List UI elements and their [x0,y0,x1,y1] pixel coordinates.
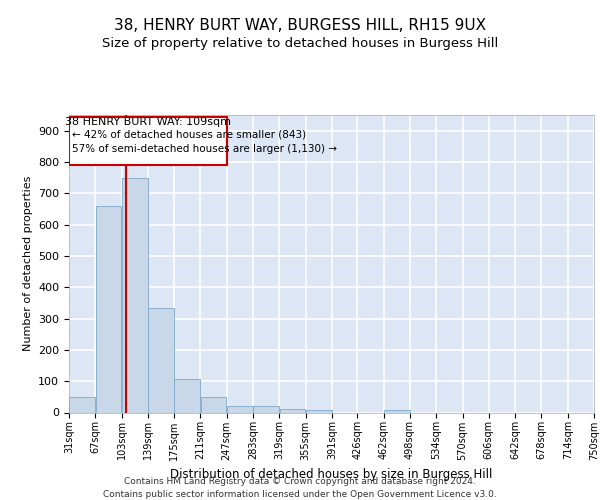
Bar [148,308,174,412]
Bar [306,410,332,412]
Text: Contains public sector information licensed under the Open Government Licence v3: Contains public sector information licen… [103,490,497,499]
Y-axis label: Number of detached properties: Number of detached properties [23,176,32,352]
Bar [253,406,279,412]
FancyBboxPatch shape [69,116,227,165]
Bar [384,410,410,412]
Text: 57% of semi-detached houses are larger (1,130) →: 57% of semi-detached houses are larger (… [72,144,337,154]
Bar [95,206,121,412]
Bar [122,178,148,412]
Text: ← 42% of detached houses are smaller (843): ← 42% of detached houses are smaller (84… [72,130,306,140]
Text: Contains HM Land Registry data © Crown copyright and database right 2024.: Contains HM Land Registry data © Crown c… [124,478,476,486]
Text: Size of property relative to detached houses in Burgess Hill: Size of property relative to detached ho… [102,38,498,51]
Bar [227,406,253,412]
Text: 38, HENRY BURT WAY, BURGESS HILL, RH15 9UX: 38, HENRY BURT WAY, BURGESS HILL, RH15 9… [114,18,486,32]
Bar [201,397,226,412]
Bar [175,379,200,412]
Bar [69,397,95,412]
X-axis label: Distribution of detached houses by size in Burgess Hill: Distribution of detached houses by size … [170,468,493,481]
Bar [280,409,305,412]
Text: 38 HENRY BURT WAY: 109sqm: 38 HENRY BURT WAY: 109sqm [65,117,231,127]
